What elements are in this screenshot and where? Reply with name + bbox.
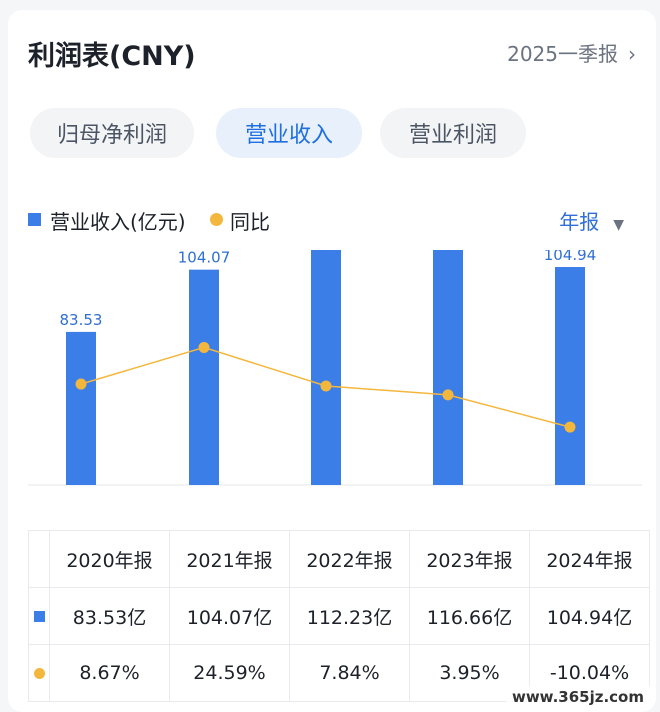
- table-header-cell: 2023年报: [409, 530, 530, 588]
- tab-net-profit[interactable]: 归母净利润: [30, 108, 194, 158]
- bar-data-label: 104.07: [178, 250, 231, 267]
- yoy-point: [442, 389, 454, 401]
- bar-legend-label: 营业收入(亿元): [50, 210, 186, 234]
- table-cell: 104.07亿: [169, 587, 290, 645]
- table-cell: 116.66亿: [409, 587, 530, 645]
- yoy-point: [75, 378, 87, 390]
- table-header-row: 2020年报 2021年报 2022年报 2023年报 2024年报: [28, 530, 650, 588]
- revenue-bar: [555, 267, 585, 485]
- period-selector[interactable]: 2025一季报 ›: [507, 38, 636, 67]
- table-header-cell: 2022年报: [289, 530, 410, 588]
- table-cell: 83.53亿: [49, 587, 170, 645]
- table-corner-cell: [28, 530, 50, 588]
- table-cell: 7.84%: [289, 644, 410, 702]
- caret-down-icon: ▼: [613, 217, 624, 233]
- bar-legend-marker: [28, 213, 41, 226]
- revenue-row-marker: [28, 587, 50, 645]
- table-cell: 24.59%: [169, 644, 290, 702]
- card-header: 利润表(CNY) 2025一季报 ›: [28, 34, 636, 74]
- dot-icon: [33, 668, 45, 679]
- line-legend-label: 同比: [230, 210, 270, 234]
- yoy-row-marker: [28, 644, 50, 702]
- watermark: www.365jz.com: [505, 686, 650, 708]
- table-cell: 104.94亿: [529, 587, 650, 645]
- revenue-bar: [189, 269, 219, 485]
- data-table: 2020年报 2021年报 2022年报 2023年报 2024年报 83.53…: [28, 530, 650, 702]
- report-type-dropdown[interactable]: 年报 ▼: [559, 206, 624, 235]
- tab-operating-profit[interactable]: 营业利润: [380, 108, 526, 158]
- line-legend-marker: [210, 213, 223, 226]
- yoy-point: [320, 380, 332, 392]
- table-cell: 112.23亿: [289, 587, 410, 645]
- period-label: 2025一季报: [507, 42, 618, 66]
- bar-data-label: 104.94: [544, 250, 597, 264]
- report-type-label: 年报: [559, 210, 600, 234]
- revenue-bar: [433, 250, 463, 485]
- table-header-cell: 2020年报: [49, 530, 170, 588]
- card-title: 利润表(CNY): [28, 41, 196, 72]
- yoy-point: [564, 421, 576, 433]
- bar-data-label: 83.53: [60, 311, 103, 329]
- table-header-cell: 2021年报: [169, 530, 290, 588]
- square-icon: [33, 611, 45, 622]
- yoy-point: [198, 341, 210, 353]
- table-cell: 8.67%: [49, 644, 170, 702]
- table-header-cell: 2024年报: [529, 530, 650, 588]
- income-statement-card: 利润表(CNY) 2025一季报 › 归母净利润 营业收入 营业利润 营业收入(亿…: [8, 10, 656, 712]
- tab-revenue[interactable]: 营业收入: [216, 108, 362, 158]
- revenue-bar: [66, 331, 96, 485]
- revenue-bar: [311, 250, 341, 485]
- chevron-right-icon: ›: [628, 42, 636, 66]
- table-row-revenue: 83.53亿 104.07亿 112.23亿 116.66亿 104.94亿: [28, 587, 650, 645]
